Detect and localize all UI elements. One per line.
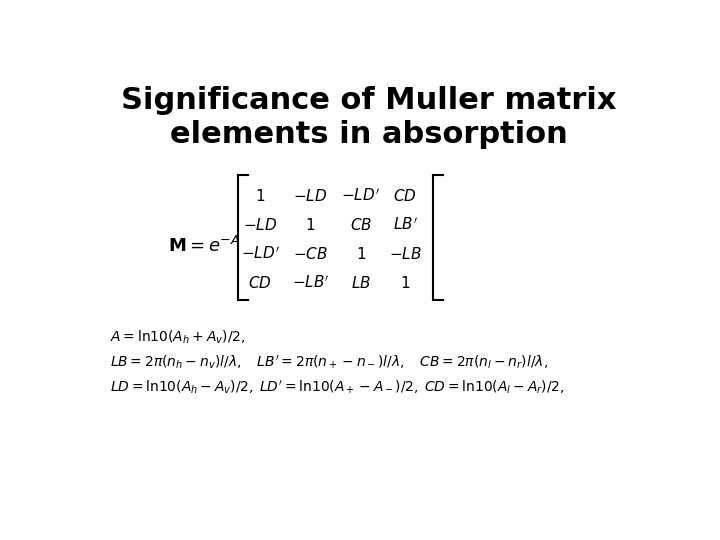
Text: $LB'$: $LB'$ xyxy=(393,217,418,233)
Text: $CD$: $CD$ xyxy=(393,188,417,204)
Text: $-CB$: $-CB$ xyxy=(293,246,328,262)
Text: $LD = \mathrm{ln}10(A_h - A_v) / 2, \; LD' = \mathrm{ln}10(A_+ - A_-) / 2, \; CD: $LD = \mathrm{ln}10(A_h - A_v) / 2, \; L… xyxy=(109,378,564,396)
Text: $CB$: $CB$ xyxy=(349,217,372,233)
Text: $\mathbf{M} = e^{-A}$: $\mathbf{M} = e^{-A}$ xyxy=(168,235,240,256)
Text: $-LD$: $-LD$ xyxy=(293,188,328,204)
Text: $-LD'$: $-LD'$ xyxy=(240,246,279,262)
Text: $A = \mathrm{ln}10(A_h + A_v) / 2,$: $A = \mathrm{ln}10(A_h + A_v) / 2,$ xyxy=(109,328,245,346)
Text: $-LD'$: $-LD'$ xyxy=(341,187,380,204)
Text: $1$: $1$ xyxy=(305,217,315,233)
Text: $CD$: $CD$ xyxy=(248,275,272,291)
Text: $1$: $1$ xyxy=(255,188,265,204)
Text: $-LD$: $-LD$ xyxy=(243,217,277,233)
Text: $1$: $1$ xyxy=(400,275,410,291)
Text: $1$: $1$ xyxy=(356,246,366,262)
Text: $-LB$: $-LB$ xyxy=(389,246,422,262)
Text: $LB = 2\pi(n_h - n_v)l / \lambda, \quad LB' = 2\pi(n_+ - n_-)l / \lambda, \quad : $LB = 2\pi(n_h - n_v)l / \lambda, \quad … xyxy=(109,353,547,371)
Text: $LB$: $LB$ xyxy=(351,275,371,291)
Text: Significance of Muller matrix
elements in absorption: Significance of Muller matrix elements i… xyxy=(121,85,617,150)
Text: $-LB'$: $-LB'$ xyxy=(292,275,329,292)
